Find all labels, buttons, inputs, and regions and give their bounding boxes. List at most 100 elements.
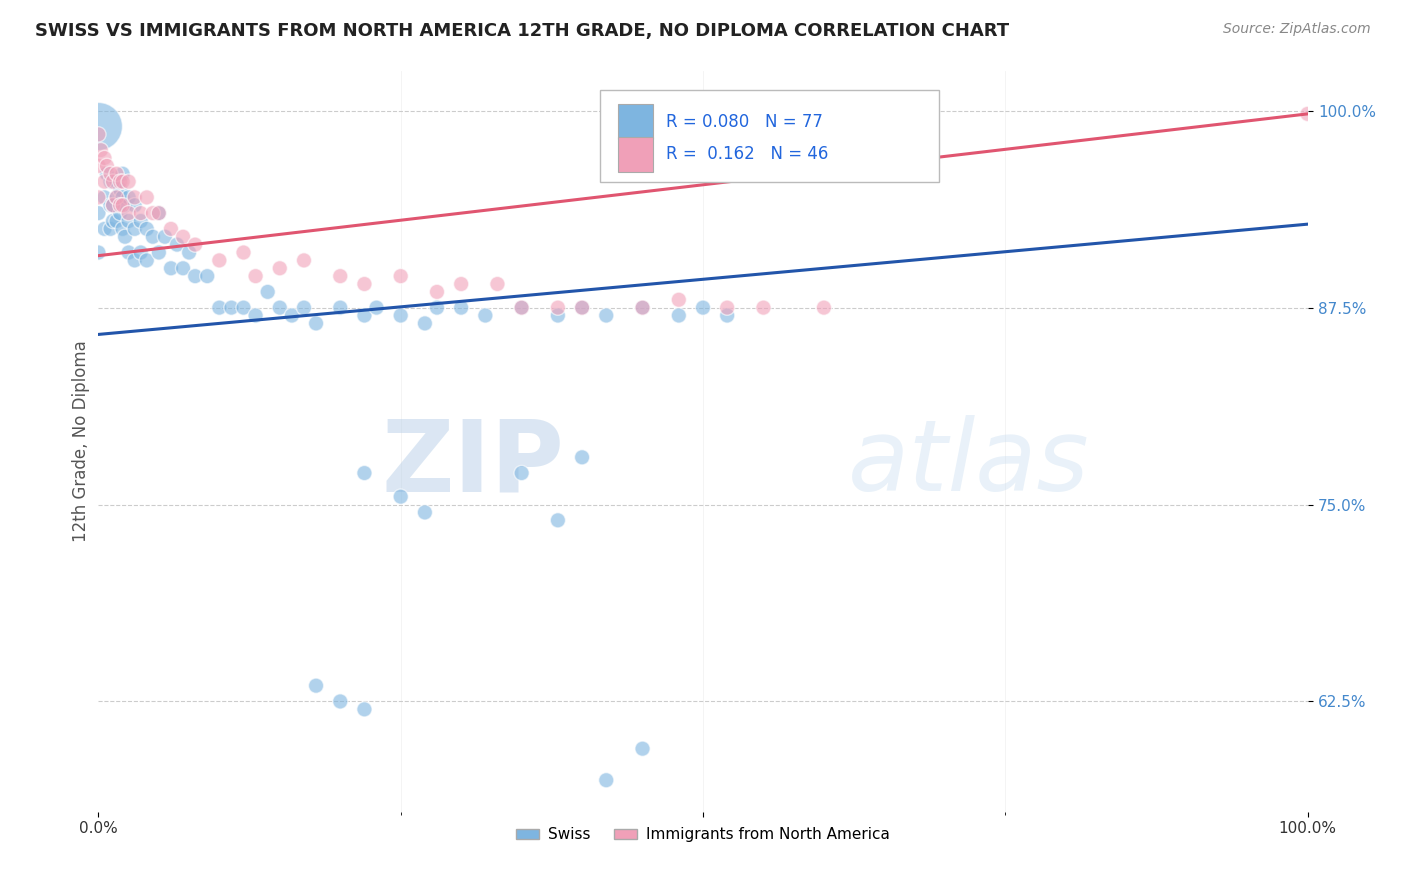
Point: [256, 285, 278, 299]
Point: [716, 309, 738, 323]
Text: R =  0.162   N = 46: R = 0.162 N = 46: [665, 145, 828, 163]
Point: [118, 214, 141, 228]
Point: [595, 309, 617, 323]
Point: [179, 245, 201, 260]
Point: [111, 222, 134, 236]
Point: [668, 309, 690, 323]
Point: [105, 214, 128, 228]
Point: [232, 245, 254, 260]
Point: [87, 245, 110, 260]
Point: [195, 269, 218, 284]
Point: [93, 190, 115, 204]
Point: [100, 175, 122, 189]
Point: [100, 198, 122, 212]
Point: [389, 269, 412, 284]
Point: [118, 190, 141, 204]
FancyBboxPatch shape: [600, 90, 939, 183]
Point: [510, 301, 533, 315]
Point: [208, 301, 231, 315]
Point: [631, 301, 654, 315]
Point: [93, 222, 115, 236]
Point: [108, 198, 131, 212]
Point: [101, 198, 124, 212]
Point: [101, 198, 124, 212]
Point: [100, 222, 122, 236]
Point: [105, 175, 128, 189]
Point: [281, 309, 304, 323]
Point: [111, 190, 134, 204]
Point: [292, 301, 315, 315]
Point: [571, 450, 593, 465]
Point: [108, 175, 131, 189]
Point: [96, 159, 118, 173]
Point: [153, 229, 176, 244]
Point: [716, 301, 738, 315]
Point: [631, 301, 654, 315]
Point: [426, 301, 449, 315]
Point: [118, 245, 141, 260]
Point: [148, 206, 170, 220]
Point: [129, 245, 152, 260]
Point: [93, 151, 115, 165]
Point: [389, 309, 412, 323]
Text: R = 0.080   N = 77: R = 0.080 N = 77: [665, 112, 823, 131]
Point: [329, 301, 352, 315]
Point: [353, 466, 375, 480]
Point: [135, 190, 157, 204]
Point: [87, 206, 110, 220]
Text: Source: ZipAtlas.com: Source: ZipAtlas.com: [1223, 22, 1371, 37]
Point: [413, 505, 436, 519]
Point: [474, 309, 496, 323]
Text: atlas: atlas: [848, 416, 1090, 512]
Point: [813, 301, 835, 315]
Point: [160, 261, 183, 276]
Point: [595, 773, 617, 788]
Point: [101, 175, 124, 189]
Point: [160, 222, 183, 236]
Point: [87, 120, 110, 134]
Point: [547, 301, 569, 315]
Point: [692, 301, 714, 315]
Point: [1296, 107, 1319, 121]
Point: [87, 128, 110, 142]
Point: [221, 301, 243, 315]
Point: [105, 167, 128, 181]
Point: [305, 317, 328, 331]
Point: [129, 206, 152, 220]
Point: [172, 229, 194, 244]
Point: [124, 253, 146, 268]
Point: [105, 190, 128, 204]
Point: [547, 309, 569, 323]
Point: [108, 182, 131, 196]
Point: [510, 301, 533, 315]
Legend: Swiss, Immigrants from North America: Swiss, Immigrants from North America: [510, 822, 896, 848]
Point: [486, 277, 509, 291]
Point: [114, 198, 136, 212]
Point: [752, 301, 775, 315]
Point: [353, 702, 375, 716]
Text: ZIP: ZIP: [381, 416, 564, 512]
Point: [547, 513, 569, 527]
Point: [668, 293, 690, 307]
Point: [111, 198, 134, 212]
Point: [148, 245, 170, 260]
Point: [269, 261, 291, 276]
Point: [124, 198, 146, 212]
Point: [118, 175, 141, 189]
Point: [87, 190, 110, 204]
FancyBboxPatch shape: [619, 136, 654, 172]
Text: SWISS VS IMMIGRANTS FROM NORTH AMERICA 12TH GRADE, NO DIPLOMA CORRELATION CHART: SWISS VS IMMIGRANTS FROM NORTH AMERICA 1…: [35, 22, 1010, 40]
Point: [571, 301, 593, 315]
Point: [329, 269, 352, 284]
Point: [426, 285, 449, 299]
Point: [148, 206, 170, 220]
Point: [129, 214, 152, 228]
Point: [571, 301, 593, 315]
Point: [631, 741, 654, 756]
Point: [232, 301, 254, 315]
Point: [142, 206, 165, 220]
Point: [389, 490, 412, 504]
Point: [96, 167, 118, 181]
Y-axis label: 12th Grade, No Diploma: 12th Grade, No Diploma: [72, 341, 90, 542]
Point: [208, 253, 231, 268]
